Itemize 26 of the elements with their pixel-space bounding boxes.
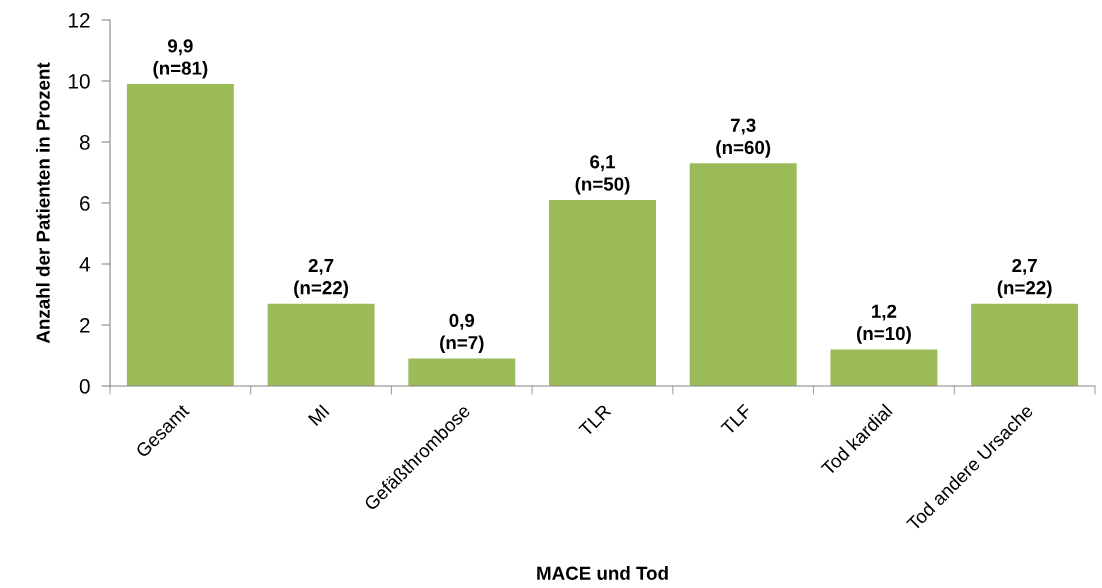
y-tick-label: 2	[80, 318, 90, 333]
y-tick-label: 8	[79, 135, 90, 150]
bar	[689, 163, 797, 386]
y-tick-label: 10	[68, 74, 90, 89]
y-axis-title: Anzahl der Patienten in Prozent	[36, 62, 50, 344]
data-label: 7,3 (n=60)	[716, 118, 771, 158]
bar	[549, 199, 656, 386]
y-tick-label: 12	[68, 13, 90, 28]
data-label: 2,7 (n=22)	[997, 258, 1052, 299]
x-axis-title: MACE und Tod	[537, 566, 668, 580]
bar	[971, 303, 1079, 386]
y-tick-label: 6	[80, 196, 90, 211]
data-label: 1,2 (n=10)	[856, 304, 911, 344]
bar	[267, 303, 375, 386]
bar	[408, 358, 516, 386]
x-tick-label: TLF	[720, 403, 753, 436]
bar	[830, 349, 938, 386]
data-label: 6,1 (n=50)	[575, 155, 630, 195]
y-tick-label: 4	[79, 257, 90, 272]
data-label: 0,9 (n=7)	[440, 313, 484, 353]
y-tick-label: 0	[79, 379, 90, 394]
x-tick-label: TLR	[578, 403, 612, 438]
data-label: 9,9 (n=81)	[153, 39, 208, 79]
data-label: 2,7 (n=22)	[294, 258, 349, 299]
bar	[126, 84, 234, 386]
x-tick-label: MI	[307, 404, 330, 426]
